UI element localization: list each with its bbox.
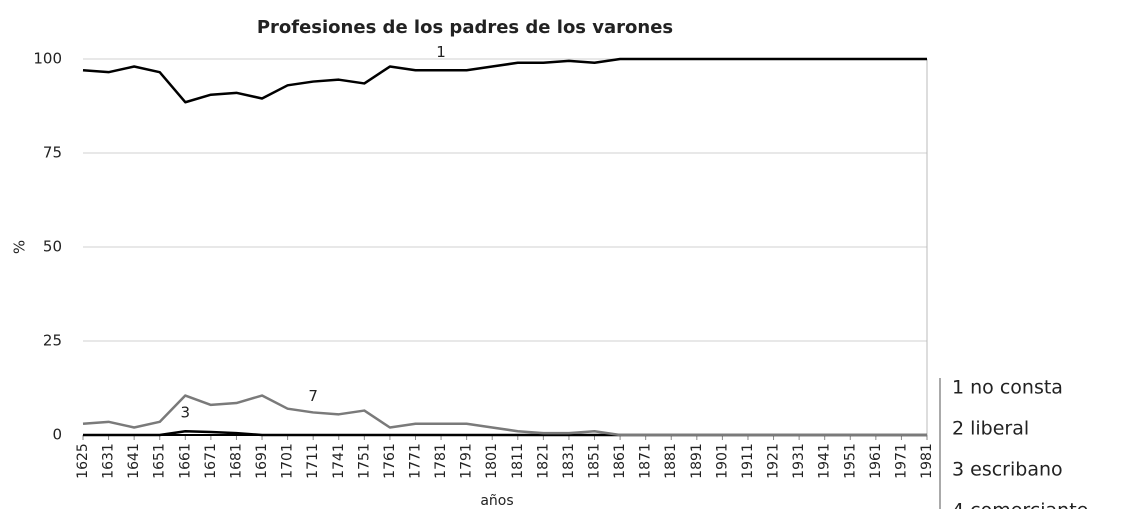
legend-label: 4 comerciante: [952, 500, 1088, 509]
x-tick-label: 1711: [305, 443, 321, 479]
x-tick-label: 1801: [484, 443, 500, 479]
x-tick-label: 1691: [254, 443, 270, 479]
x-tick-label: 1651: [152, 443, 168, 479]
y-tick-label: 0: [52, 426, 62, 444]
x-tick-label: 1751: [356, 443, 372, 479]
line-annotation: 7: [308, 387, 318, 405]
y-tick-label: 75: [43, 144, 62, 162]
x-tick-label: 1981: [919, 443, 935, 479]
x-tick-label: 1831: [561, 443, 577, 479]
x-tick-label: 1771: [407, 443, 423, 479]
x-tick-label: 1921: [766, 443, 782, 479]
x-tick-label: 1851: [587, 443, 603, 479]
x-tick-label: 1961: [868, 443, 884, 479]
y-tick-label: 100: [33, 50, 62, 68]
legend-label: 1 no consta: [952, 377, 1063, 399]
y-tick-label: 25: [43, 332, 62, 350]
x-tick-label: 1741: [331, 443, 347, 479]
x-tick-label: 1811: [510, 443, 526, 479]
line-annotation: 1: [436, 43, 446, 61]
x-tick-label: 1781: [433, 443, 449, 479]
x-tick-label: 1881: [663, 443, 679, 479]
x-tick-label: 1661: [177, 443, 193, 479]
x-tick-label: 1625: [75, 443, 91, 479]
x-tick-label: 1861: [612, 443, 628, 479]
x-axis-label: años: [480, 493, 513, 509]
x-tick-label: 1791: [459, 443, 475, 479]
x-tick-label: 1761: [382, 443, 398, 479]
chart-title: Profesiones de los padres de los varones: [257, 17, 673, 38]
x-tick-label: 1821: [535, 443, 551, 479]
line-annotation: 3: [181, 404, 191, 422]
x-tick-label: 1941: [817, 443, 833, 479]
legend-label: 2 liberal: [952, 418, 1029, 440]
x-tick-label: 1951: [842, 443, 858, 479]
x-tick-label: 1891: [689, 443, 705, 479]
x-tick-label: 1641: [126, 443, 142, 479]
x-tick-label: 1901: [714, 443, 730, 479]
legend-label: 3 escribano: [952, 459, 1063, 481]
x-tick-label: 1971: [893, 443, 909, 479]
x-tick-label: 1931: [791, 443, 807, 479]
series-line: [82, 394, 927, 437]
x-tick-label: 1701: [280, 443, 296, 479]
x-tick-label: 1631: [101, 443, 117, 479]
x-tick-label: 1681: [228, 443, 244, 479]
x-tick-label: 1671: [203, 443, 219, 479]
x-tick-label: 1871: [638, 443, 654, 479]
x-tick-label: 1911: [740, 443, 756, 479]
y-tick-label: 50: [43, 238, 62, 256]
y-axis-label: %: [11, 240, 29, 254]
series-line: [82, 57, 927, 104]
